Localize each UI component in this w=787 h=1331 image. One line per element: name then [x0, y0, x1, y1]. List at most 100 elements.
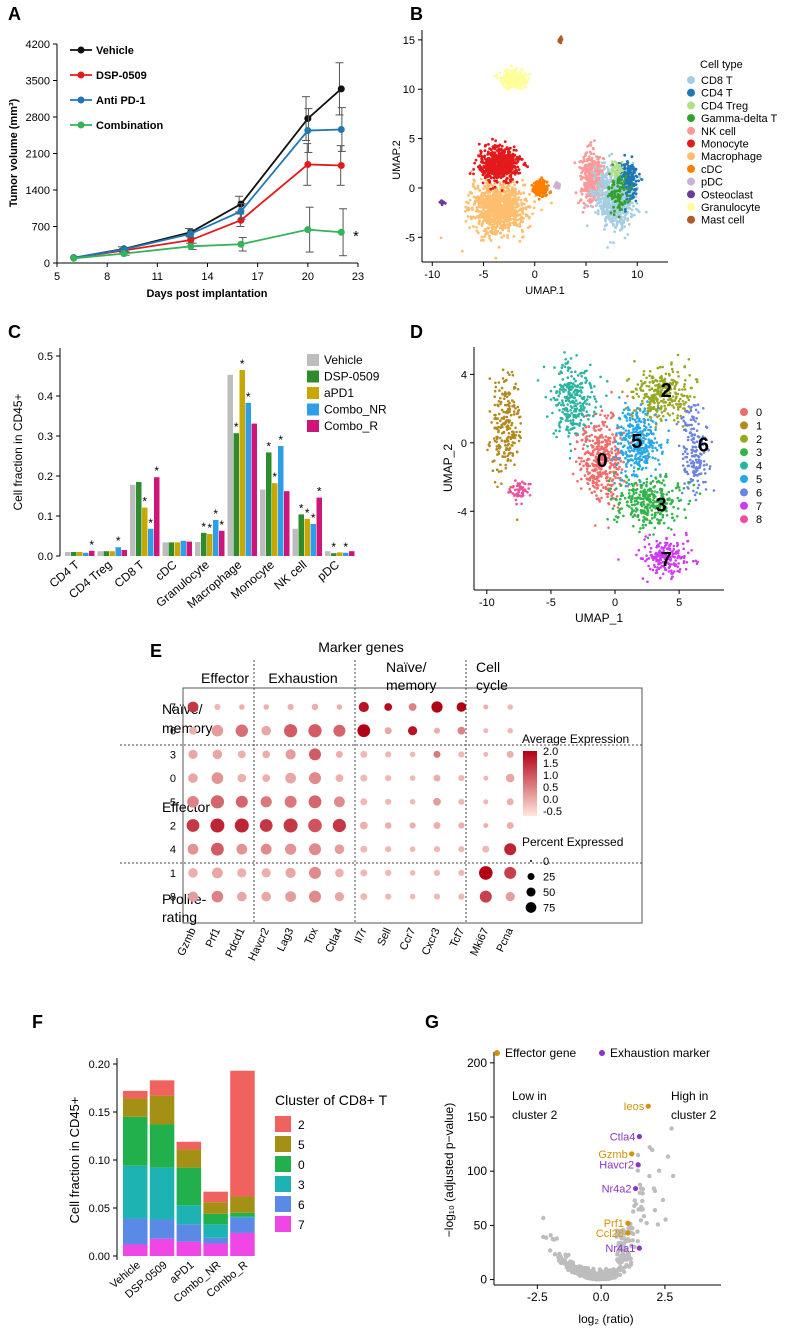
- bar: [121, 550, 127, 556]
- umap-point: [491, 154, 495, 158]
- umap-point: [578, 386, 582, 389]
- umap-point: [647, 385, 651, 388]
- umap-point: [438, 200, 442, 204]
- umap-point: [590, 491, 594, 495]
- umap-point: [498, 436, 502, 440]
- umap-point: [648, 397, 651, 401]
- umap-point: [670, 363, 673, 366]
- umap-point: [598, 452, 601, 455]
- umap-point: [619, 437, 622, 440]
- umap-point: [648, 388, 651, 392]
- umap-point: [579, 159, 583, 163]
- umap-point: [481, 181, 485, 185]
- umap-point: [600, 174, 604, 177]
- umap-point: [527, 482, 531, 486]
- umap-point: [682, 385, 686, 388]
- umap-point: [494, 385, 498, 389]
- umap-point: [511, 492, 515, 495]
- y-tick-label: 1400: [26, 185, 50, 197]
- umap-point: [504, 463, 508, 467]
- umap-point: [605, 425, 609, 428]
- umap-point: [484, 202, 487, 206]
- umap-point: [508, 191, 512, 195]
- umap-point: [514, 149, 518, 152]
- umap-point: [526, 214, 529, 217]
- umap-point: [551, 411, 554, 415]
- umap-point: [573, 396, 576, 400]
- umap-point: [579, 404, 582, 408]
- umap-point: [569, 449, 573, 453]
- umap-point: [520, 67, 524, 71]
- umap-point: [587, 180, 590, 183]
- umap-point: [598, 167, 602, 170]
- umap-point: [564, 419, 568, 422]
- umap-point: [592, 152, 596, 156]
- umap-point: [548, 191, 552, 195]
- umap-point: [592, 445, 595, 448]
- umap-point: [571, 421, 575, 424]
- umap-point: [596, 212, 600, 216]
- umap-point: [622, 408, 626, 412]
- umap-point: [477, 203, 481, 207]
- umap-point: [474, 187, 477, 191]
- umap-point: [531, 212, 534, 216]
- umap-point: [496, 417, 500, 420]
- bar: [115, 547, 121, 556]
- umap-point: [537, 197, 541, 201]
- umap-point: [675, 402, 678, 406]
- umap-point: [601, 191, 604, 195]
- umap-point: [469, 170, 473, 173]
- umap-point: [635, 392, 639, 396]
- umap-point: [634, 199, 638, 203]
- umap-point: [512, 400, 516, 404]
- umap-point: [503, 170, 507, 174]
- umap-point: [586, 462, 590, 466]
- umap-point: [507, 154, 511, 158]
- umap-point: [598, 461, 602, 465]
- umap-point: [473, 161, 476, 165]
- umap-point: [628, 199, 631, 203]
- umap-point: [491, 469, 495, 473]
- umap-point: [503, 421, 507, 425]
- umap-point: [592, 426, 596, 430]
- umap-point: [632, 166, 635, 169]
- umap-point: [629, 171, 633, 175]
- umap-point: [631, 192, 635, 196]
- umap-point: [585, 410, 588, 414]
- umap-point: [589, 184, 593, 188]
- umap-point: [623, 153, 627, 157]
- data-point: [237, 240, 245, 248]
- umap-point: [674, 392, 678, 396]
- umap-point: [518, 225, 522, 228]
- umap-point: [497, 450, 500, 453]
- umap-point: [619, 459, 623, 463]
- umap-point: [515, 170, 519, 174]
- umap-point: [601, 457, 605, 461]
- umap-point: [631, 431, 634, 434]
- umap-point: [566, 397, 570, 400]
- umap-point: [505, 415, 509, 419]
- umap-point: [576, 374, 580, 377]
- umap-point: [511, 485, 515, 489]
- umap-point: [476, 184, 480, 188]
- umap-point: [593, 486, 596, 489]
- data-point: [187, 230, 195, 238]
- bar: [148, 528, 154, 556]
- umap-point: [601, 452, 604, 455]
- umap-point: [571, 418, 575, 422]
- umap-point: [597, 424, 601, 428]
- umap-point: [624, 470, 627, 473]
- umap-point: [506, 454, 510, 458]
- umap-point: [621, 203, 624, 207]
- umap-point: [502, 415, 506, 419]
- y-tick-label: 2800: [26, 112, 50, 124]
- umap-point: [582, 168, 585, 172]
- umap-point: [484, 194, 488, 198]
- umap-point: [673, 419, 676, 422]
- umap-point: [493, 74, 497, 78]
- umap-point: [585, 182, 588, 186]
- umap-point: [597, 188, 600, 192]
- umap-point: [648, 407, 652, 411]
- umap-point: [507, 448, 511, 452]
- x-tick-label: 0: [612, 597, 618, 609]
